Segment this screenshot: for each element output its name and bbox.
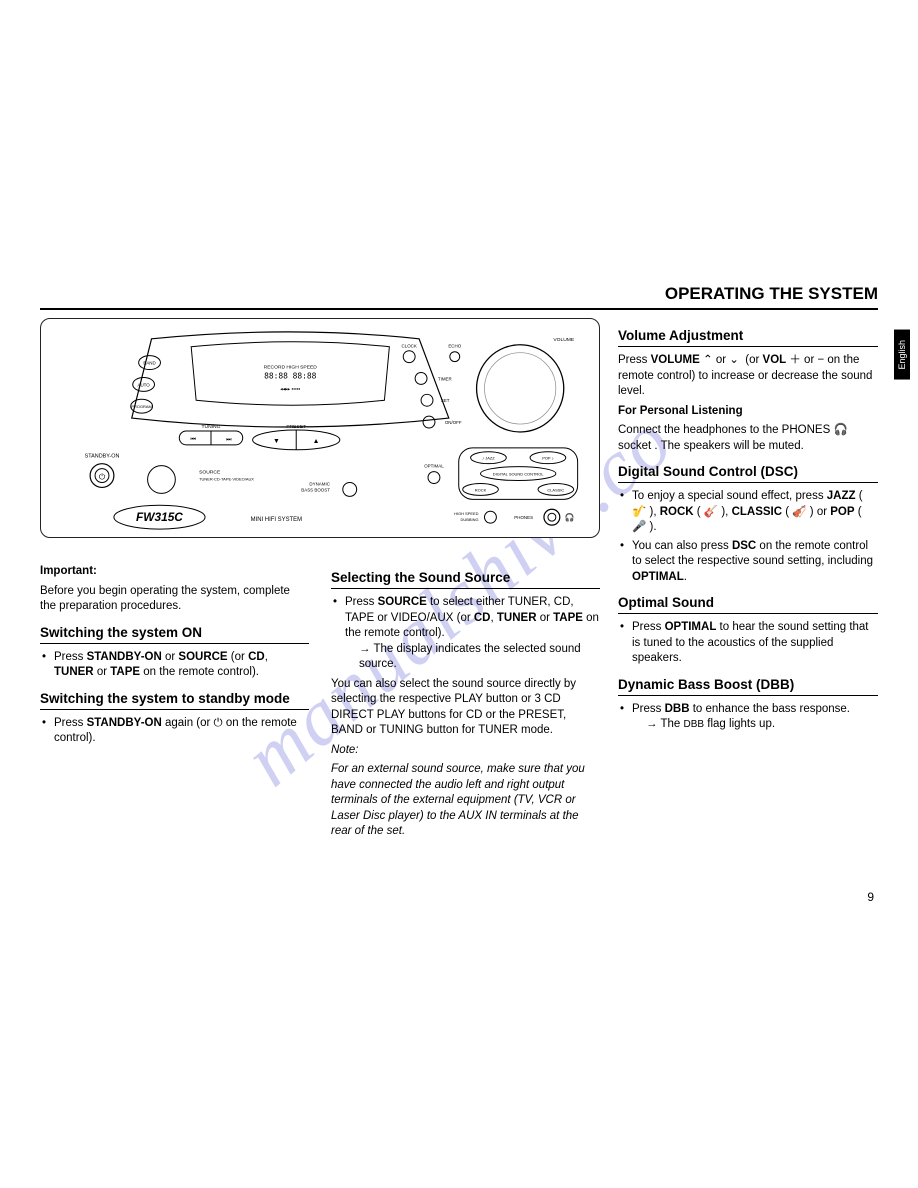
- svg-text:PHONES: PHONES: [514, 515, 533, 520]
- volume-body: Press VOLUME ⌃ or ⌄ (or VOL ＋ or − on th…: [618, 353, 878, 400]
- switch-on-item: Press STANDBY-ON or SOURCE (or CD, TUNER…: [40, 650, 309, 681]
- page-title: OPERATING THE SYSTEM: [40, 280, 878, 310]
- dbb-heading: Dynamic Bass Boost (DBB): [618, 677, 878, 696]
- standby-item: Press STANDBY-ON again (or ⏻ on the remo…: [40, 716, 309, 747]
- svg-text:⏻: ⏻: [99, 473, 106, 482]
- svg-text:▲: ▲: [313, 438, 320, 445]
- right-column: Volume Adjustment Press VOLUME ⌃ or ⌄ (o…: [618, 318, 878, 844]
- svg-text:ROCK: ROCK: [475, 487, 487, 492]
- dsc-item-1: To enjoy a special sound effect, press J…: [618, 489, 878, 536]
- svg-text:DYNAMIC: DYNAMIC: [309, 481, 330, 486]
- volume-heading: Volume Adjustment: [618, 328, 878, 347]
- svg-text:▼: ▼: [273, 438, 280, 445]
- standby-heading: Switching the system to standby mode: [40, 691, 309, 710]
- note-label: Note:: [331, 743, 600, 759]
- svg-text:🎧: 🎧: [565, 512, 575, 522]
- svg-text:RECORD HIGH SPEED: RECORD HIGH SPEED: [264, 365, 318, 371]
- device-diagram: RECORD HIGH SPEED 88:88 88:88 ◂◂▸▸ ▪▪▪▪▪…: [40, 318, 600, 538]
- select-source-heading: Selecting the Sound Source: [331, 570, 600, 589]
- svg-text:TUNING: TUNING: [202, 424, 221, 430]
- note-body: For an external sound source, make sure …: [331, 762, 600, 840]
- svg-text:CLOCK: CLOCK: [402, 344, 417, 349]
- svg-text:BASS BOOST: BASS BOOST: [301, 487, 330, 492]
- svg-text:PROGRAM: PROGRAM: [131, 404, 151, 409]
- svg-text:ECHO: ECHO: [448, 344, 461, 349]
- dsc-item-2: You can also press DSC on the remote con…: [618, 539, 878, 586]
- lower-mid-col: Selecting the Sound Source Press SOURCE …: [331, 560, 600, 844]
- svg-text:DIGITAL SOUND CONTROL: DIGITAL SOUND CONTROL: [493, 472, 545, 477]
- svg-text:TUNER·CD·TAPE·VIDEO/AUX: TUNER·CD·TAPE·VIDEO/AUX: [199, 477, 254, 482]
- left-area: RECORD HIGH SPEED 88:88 88:88 ◂◂▸▸ ▪▪▪▪▪…: [40, 318, 600, 844]
- select-source-arrow: The display indicates the selected sound…: [345, 642, 600, 673]
- lower-left-col: Important: Before you begin operating th…: [40, 560, 309, 844]
- select-source-body: You can also select the sound source dir…: [331, 677, 600, 739]
- svg-text:FW315C: FW315C: [136, 510, 183, 524]
- svg-text:OPTIMAL: OPTIMAL: [424, 464, 444, 469]
- personal-body: Connect the headphones to the PHONES 🎧 s…: [618, 423, 878, 454]
- dbb-arrow: The DBB flag lights up.: [632, 717, 878, 733]
- svg-text:PRESET: PRESET: [286, 424, 306, 430]
- svg-text:BAND: BAND: [143, 361, 155, 366]
- dbb-item: Press DBB to enhance the bass response. …: [618, 702, 878, 733]
- svg-text:POP ♪: POP ♪: [542, 456, 553, 461]
- svg-text:MINI HIFI SYSTEM: MINI HIFI SYSTEM: [251, 517, 303, 523]
- svg-text:AUTO: AUTO: [137, 382, 150, 387]
- svg-text:♪ JAZZ: ♪ JAZZ: [482, 456, 495, 461]
- switch-on-heading: Switching the system ON: [40, 625, 309, 644]
- svg-text:STANDBY-ON: STANDBY-ON: [85, 454, 120, 460]
- svg-text:DUBBING: DUBBING: [461, 517, 479, 522]
- page-number: 9: [867, 890, 874, 904]
- personal-heading: For Personal Listening: [618, 405, 743, 417]
- svg-text:⏮: ⏮: [190, 437, 196, 443]
- svg-text:⏭: ⏭: [226, 437, 232, 443]
- svg-text:HIGH SPEED: HIGH SPEED: [454, 511, 479, 516]
- svg-text:SET: SET: [441, 398, 450, 403]
- dsc-heading: Digital Sound Control (DSC): [618, 464, 878, 483]
- svg-text:88:88 88:88: 88:88 88:88: [264, 371, 317, 380]
- svg-text:SOURCE: SOURCE: [199, 470, 221, 476]
- svg-text:CLASSIC: CLASSIC: [547, 487, 564, 492]
- svg-text:VOLUME: VOLUME: [553, 337, 575, 343]
- select-source-item: Press SOURCE to select either TUNER, CD,…: [331, 595, 600, 673]
- optimal-item: Press OPTIMAL to hear the sound setting …: [618, 620, 878, 667]
- svg-text:TIMER: TIMER: [438, 376, 452, 381]
- language-tab: English: [894, 330, 910, 380]
- content-area: RECORD HIGH SPEED 88:88 88:88 ◂◂▸▸ ▪▪▪▪▪…: [40, 318, 878, 844]
- optimal-heading: Optimal Sound: [618, 595, 878, 614]
- svg-text:◂◂▸▸ ▪▪▪▪▪: ◂◂▸▸ ▪▪▪▪▪: [280, 387, 300, 392]
- important-body: Before you begin operating the system, c…: [40, 584, 309, 615]
- lower-two-col: Important: Before you begin operating th…: [40, 560, 600, 844]
- svg-text:ON/OFF: ON/OFF: [445, 420, 462, 425]
- important-label: Important:: [40, 565, 97, 577]
